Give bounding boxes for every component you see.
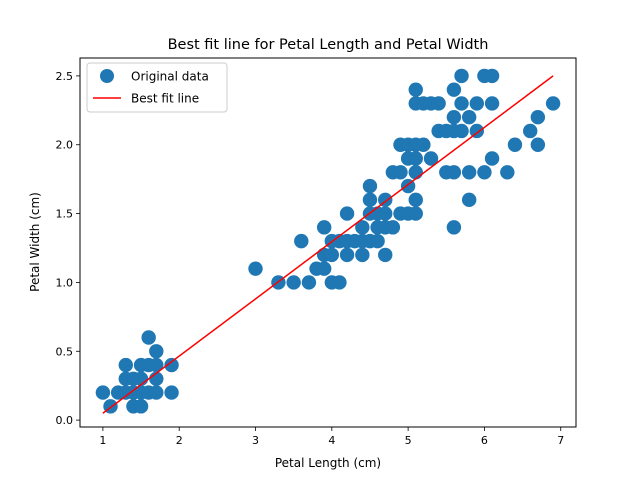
y-tick-label: 0.5 xyxy=(56,345,74,358)
data-point xyxy=(149,357,164,373)
y-axis-label: Petal Width (cm) xyxy=(28,192,42,292)
data-point xyxy=(446,220,462,235)
data-point xyxy=(141,330,156,345)
data-point xyxy=(446,110,462,125)
data-point xyxy=(446,82,462,97)
x-tick-label: 6 xyxy=(481,434,488,447)
data-point xyxy=(408,151,423,166)
legend: Original data Best fit line xyxy=(86,62,228,113)
best-fit-line xyxy=(102,75,554,414)
data-point xyxy=(118,357,133,373)
data-point xyxy=(355,220,370,235)
data-point xyxy=(370,233,385,249)
data-point xyxy=(95,385,111,400)
data-point xyxy=(316,261,332,276)
x-tick-label: 2 xyxy=(176,434,183,447)
data-point xyxy=(149,344,164,359)
legend-label-original-data: Original data xyxy=(131,70,209,84)
data-point xyxy=(484,68,500,84)
x-tick-label: 4 xyxy=(328,434,335,447)
data-point xyxy=(446,165,462,180)
data-point xyxy=(461,165,477,180)
plot-marks xyxy=(95,68,561,414)
data-point xyxy=(408,192,423,208)
data-point xyxy=(164,357,179,373)
x-axis-label: Petal Length (cm) xyxy=(275,456,381,470)
data-point xyxy=(461,192,477,208)
data-point xyxy=(339,247,355,263)
data-point xyxy=(469,123,484,139)
data-point xyxy=(454,96,469,111)
data-point xyxy=(248,261,263,276)
y-tick-label: 1.0 xyxy=(56,276,74,289)
data-point xyxy=(378,206,393,221)
data-point xyxy=(461,110,477,125)
y-tick-label: 1.5 xyxy=(56,208,74,221)
x-tick-label: 7 xyxy=(557,434,564,447)
x-axis: 1 2 3 4 5 6 7 xyxy=(99,427,564,447)
data-point xyxy=(530,137,546,152)
data-point xyxy=(355,247,370,263)
x-tick-label: 3 xyxy=(252,434,259,447)
data-point xyxy=(339,206,355,221)
data-point xyxy=(408,206,423,221)
data-point xyxy=(324,247,340,263)
data-point xyxy=(500,165,515,180)
data-point xyxy=(294,233,309,249)
data-point xyxy=(408,165,423,180)
data-point xyxy=(378,247,393,263)
data-point xyxy=(378,192,393,208)
legend-marker-original-data xyxy=(100,69,114,83)
data-point xyxy=(362,192,378,208)
data-point xyxy=(477,165,492,180)
x-tick-label: 5 xyxy=(405,434,412,447)
axes-frame xyxy=(79,57,577,428)
data-point xyxy=(149,385,164,400)
y-tick-label: 2.5 xyxy=(56,70,74,83)
data-point xyxy=(393,165,408,180)
legend-label-best-fit-line: Best fit line xyxy=(131,92,199,106)
data-point xyxy=(316,220,332,235)
data-point xyxy=(385,220,401,235)
data-point xyxy=(530,110,546,125)
data-point xyxy=(362,178,378,194)
data-point xyxy=(301,275,317,290)
data-point xyxy=(133,399,149,414)
data-point xyxy=(164,385,179,400)
data-point xyxy=(523,123,538,139)
y-tick-label: 2.0 xyxy=(56,139,74,152)
chart-title: Best fit line for Petal Length and Petal… xyxy=(168,37,489,53)
data-point xyxy=(431,96,446,111)
data-point xyxy=(454,123,469,139)
data-point xyxy=(332,275,347,290)
y-tick-label: 0.0 xyxy=(56,414,74,427)
data-point xyxy=(484,96,500,111)
legend-box xyxy=(86,62,228,113)
data-point xyxy=(469,96,484,111)
data-point xyxy=(545,96,561,111)
x-tick-label: 1 xyxy=(99,434,106,447)
data-point xyxy=(484,151,500,166)
data-point xyxy=(454,68,469,84)
data-point xyxy=(423,151,439,166)
data-point xyxy=(286,275,301,290)
data-point xyxy=(408,82,423,97)
data-point xyxy=(507,137,523,152)
data-point xyxy=(416,137,431,152)
y-axis: 0.0 0.5 1.0 1.5 2.0 2.5 xyxy=(56,70,80,427)
